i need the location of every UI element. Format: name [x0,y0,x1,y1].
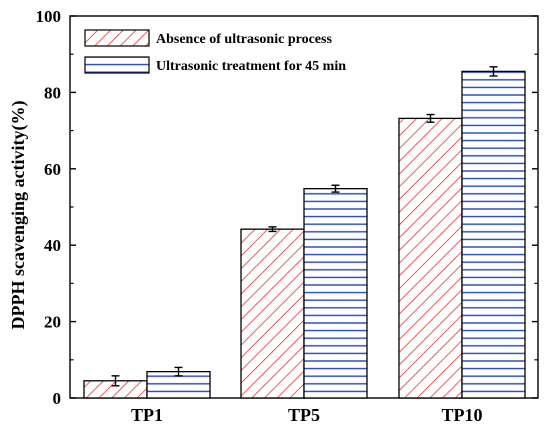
legend-label-1: Absence of ultrasonic process [156,32,332,47]
legend-swatch-1 [84,29,150,47]
y-tick-label: 100 [36,7,62,26]
legend: Absence of ultrasonic process Ultrasonic … [84,29,346,74]
legend-swatch-2 [84,56,150,74]
bar-ultrasonic-tp5 [303,188,368,399]
y-tick-label: 0 [53,389,62,408]
bar-absence-tp5 [240,228,305,399]
y-tick-label: 40 [44,236,61,255]
y-tick-label: 80 [44,83,61,102]
legend-label-2: Ultrasonic treatment for 45 min [156,59,346,74]
x-category-label: TP5 [288,405,320,425]
x-category-label: TP10 [441,405,482,425]
x-category-label: TP1 [131,405,163,425]
y-axis: 0 20 40 60 80 100 [36,7,538,408]
bar-absence-tp10 [398,117,463,399]
bars-group [83,70,526,399]
bar-ultrasonic-tp10 [461,70,526,399]
y-tick-label: 60 [44,160,61,179]
y-axis-title: DPPH scavenging activity(%) [8,101,29,330]
error-bars-group [111,66,498,387]
y-tick-label: 20 [44,313,61,332]
